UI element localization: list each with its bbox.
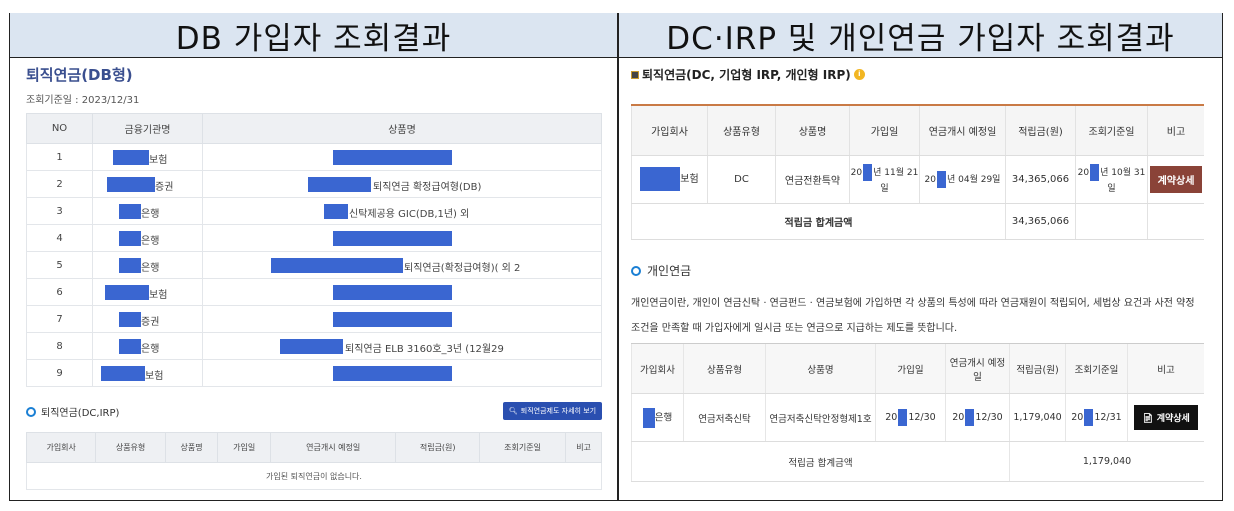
table-row: 은행 연금저축신탁 연금저축신탁안정형제1호 20 12/30 20 12/30 1… [631, 393, 1204, 442]
redaction-mask [324, 204, 348, 219]
panel-divider [617, 13, 619, 501]
table-row: 9 보험 [26, 359, 602, 387]
redaction-mask [333, 366, 452, 381]
header-db: DB 가입자 조회결과 [10, 13, 617, 58]
sum-row: 적립금 합계금액 1,179,040 [631, 441, 1204, 482]
table-row: 6 보험 [26, 278, 602, 306]
personal-pension-description: 개인연금이란, 개인이 연금신탁 · 연금펀드 · 연금보험에 가입하면 각 상… [631, 298, 1195, 334]
table-row: 5 은행 퇴직연금(확정급여형)( 외 2 [26, 251, 602, 279]
table-row: 1 보험 [26, 143, 602, 171]
circle-bullet-icon [26, 406, 36, 417]
contract-detail-button[interactable]: 계약상세 [1149, 165, 1203, 193]
redaction-mask [308, 177, 371, 192]
table-row: 보험 DC 연금전환특약 20 년 11월 21일 20 년 04월 29일 34,… [631, 155, 1204, 204]
redaction-mask [898, 409, 908, 426]
circle-bullet-icon [631, 265, 641, 276]
redaction-mask [119, 204, 141, 219]
redaction-mask [101, 366, 145, 381]
empty-row: 가입된 퇴직연금이 없습니다. [26, 462, 602, 490]
square-bullet-icon [631, 70, 639, 79]
header-dc-irp: DC·IRP 및 개인연금 가입자 조회결과 [619, 13, 1222, 58]
col-no: NO [26, 113, 93, 144]
col-org: 금융기관명 [92, 113, 203, 144]
redaction-mask [1090, 164, 1100, 181]
redaction-mask [119, 312, 141, 327]
db-table: NO 금융기관명 상품명 1 보험 2 증권 퇴직연금 확정급여형(DB) 3 … [26, 113, 602, 387]
table-row: 4 은행 [26, 224, 602, 252]
redaction-mask [642, 407, 655, 428]
dc-irp-table: 가입회사 상품유형 상품명 가입일 연금개시 예정일 적립금(원) 조회기준일 … [25, 432, 602, 490]
redaction-mask [113, 150, 149, 165]
redaction-mask [936, 170, 946, 188]
table-row: 8 은행 퇴직연금 ELB 3160호_3년 (12월29 [26, 332, 602, 360]
personal-pension-table: 가입회사 상품유형 상품명 가입일 연금개시 예정일 적립금(원) 조회기준일 … [631, 343, 1204, 482]
table-row: 3 은행 신탁제공용 GIC(DB,1년) 외 [26, 197, 602, 225]
pension-details-button[interactable]: 🔍︎ 퇴직연금제도 자세히 보기 [503, 402, 602, 420]
redaction-mask [119, 339, 141, 354]
redaction-mask [863, 164, 873, 181]
redaction-mask [119, 231, 141, 246]
redaction-mask [105, 285, 149, 300]
db-date: 조회기준일 : 2023/12/31 [26, 95, 140, 106]
sum-row: 적립금 합계금액 34,365,066 [631, 203, 1204, 240]
redaction-mask [640, 167, 681, 191]
redaction-mask [119, 258, 141, 273]
info-icon[interactable]: i [853, 69, 865, 80]
table-row: 2 증권 퇴직연금 확정급여형(DB) [26, 170, 602, 198]
dc-irp-title: 퇴직연금(DC, 기업형 IRP, 개인형 IRP) i [631, 66, 865, 83]
search-icon: 🔍︎ [508, 407, 518, 415]
redaction-mask [333, 312, 452, 327]
redaction-mask [333, 231, 452, 246]
personal-pension-heading: 개인연금 [631, 262, 691, 279]
col-product: 상품명 [202, 113, 602, 144]
dc-irp-heading: 퇴직연금(DC,IRP) [26, 404, 119, 419]
contract-detail-button[interactable]: 📄︎ 계약상세 [1134, 405, 1198, 430]
redaction-mask [1084, 409, 1094, 426]
redaction-mask [333, 150, 452, 165]
redaction-mask [965, 409, 975, 426]
dc-irp-result-table: 가입회사 상품유형 상품명 가입일 연금개시 예정일 적립금(원) 조회기준일 … [631, 104, 1204, 240]
document-icon: 📄︎ [1142, 414, 1157, 424]
redaction-mask [107, 177, 155, 192]
redaction-mask [280, 339, 343, 354]
redaction-mask [271, 258, 403, 273]
db-title: 퇴직연금(DB형) [26, 66, 133, 84]
redaction-mask [333, 285, 452, 300]
table-row: 7 증권 [26, 305, 602, 333]
